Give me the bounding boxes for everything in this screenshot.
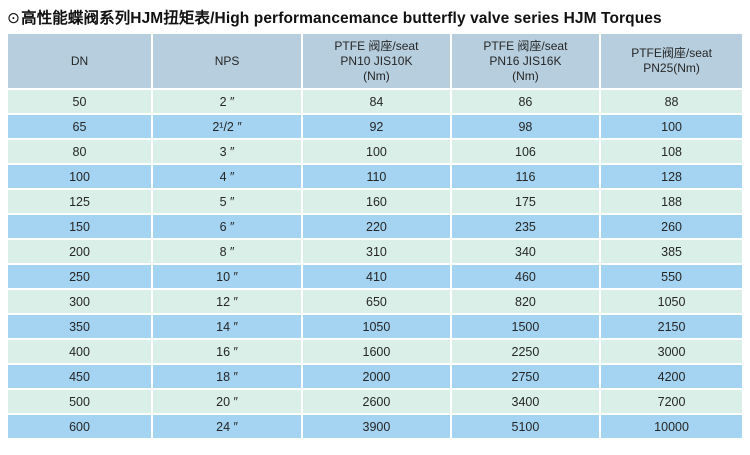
table-cell-pn25: 385: [601, 240, 742, 263]
table-cell-pn25: 1050: [601, 290, 742, 313]
table-cell-pn16: 5100: [451, 415, 600, 438]
table-row: 300 12 ″ 650 820 1050: [8, 290, 742, 313]
table-cell-nps: 2 ″: [153, 90, 302, 113]
table-row: 50 2 ″ 84 86 88: [8, 90, 742, 113]
table-row: 65 2¹/2 ″ 92 98 100: [8, 115, 742, 138]
table-cell-dn: 80: [8, 140, 152, 163]
table-cell-dn: 300: [8, 290, 152, 313]
table-cell-pn16: 2750: [451, 365, 600, 388]
column-header-pn10: PTFE 阀座/seat PN10 JIS10K (Nm): [303, 34, 450, 88]
table-cell-pn10: 1600: [303, 340, 450, 363]
table-cell-pn25: 550: [601, 265, 742, 288]
table-cell-nps: 16 ″: [153, 340, 302, 363]
table-cell-pn16: 86: [451, 90, 600, 113]
column-header-nps: NPS: [153, 34, 302, 88]
table-cell-pn10: 310: [303, 240, 450, 263]
table-cell-pn16: 106: [451, 140, 600, 163]
table-cell-dn: 500: [8, 390, 152, 413]
table-row: 600 24 ″ 3900 5100 10000: [8, 415, 742, 438]
table-row: 450 18 ″ 2000 2750 4200: [8, 365, 742, 388]
table-cell-pn25: 260: [601, 215, 742, 238]
table-cell-pn16: 460: [451, 265, 600, 288]
table-cell-pn10: 84: [303, 90, 450, 113]
table-row: 350 14 ″ 1050 1500 2150: [8, 315, 742, 338]
table-cell-dn: 200: [8, 240, 152, 263]
table-cell-pn25: 7200: [601, 390, 742, 413]
table-cell-nps: 2¹/2 ″: [153, 115, 302, 138]
table-row: 400 16 ″ 1600 2250 3000: [8, 340, 742, 363]
table-cell-pn16: 116: [451, 165, 600, 188]
table-cell-pn16: 820: [451, 290, 600, 313]
table-cell-pn16: 98: [451, 115, 600, 138]
table-row: 100 4 ″ 110 116 128: [8, 165, 742, 188]
table-cell-nps: 4 ″: [153, 165, 302, 188]
table-cell-dn: 65: [8, 115, 152, 138]
page-title-text: 高性能蝶阀系列HJM扭矩表/High performancemance butt…: [21, 10, 662, 27]
table-cell-nps: 10 ″: [153, 265, 302, 288]
table-cell-dn: 350: [8, 315, 152, 338]
table-cell-dn: 150: [8, 215, 152, 238]
table-cell-pn10: 410: [303, 265, 450, 288]
table-cell-pn25: 4200: [601, 365, 742, 388]
page-title: ⊙高性能蝶阀系列HJM扭矩表/High performancemance but…: [0, 0, 750, 31]
table-row: 80 3 ″ 100 106 108: [8, 140, 742, 163]
table-header-row: DN NPS PTFE 阀座/seat PN10 JIS10K (Nm) PTFE 阀座/…: [8, 34, 742, 88]
torque-table: DN NPS PTFE 阀座/seat PN10 JIS10K (Nm) PTFE 阀座/…: [6, 32, 744, 440]
table-cell-pn10: 1050: [303, 315, 450, 338]
table-row: 125 5 ″ 160 175 188: [8, 190, 742, 213]
table-row: 500 20 ″ 2600 3400 7200: [8, 390, 742, 413]
column-header-pn16: PTFE 阀座/seat PN16 JIS16K (Nm): [451, 34, 600, 88]
column-header-pn25: PTFE阀座/seat PN25(Nm): [601, 34, 742, 88]
table-cell-pn10: 650: [303, 290, 450, 313]
table-cell-pn25: 2150: [601, 315, 742, 338]
table-row: 200 8 ″ 310 340 385: [8, 240, 742, 263]
table-cell-nps: 12 ″: [153, 290, 302, 313]
table-cell-pn25: 188: [601, 190, 742, 213]
table-cell-pn16: 2250: [451, 340, 600, 363]
table-cell-pn16: 3400: [451, 390, 600, 413]
table-cell-pn16: 175: [451, 190, 600, 213]
table-cell-pn16: 235: [451, 215, 600, 238]
table-cell-dn: 250: [8, 265, 152, 288]
table-cell-pn25: 100: [601, 115, 742, 138]
table-cell-pn25: 128: [601, 165, 742, 188]
circled-dot-icon: ⊙: [7, 10, 21, 27]
table-cell-pn25: 88: [601, 90, 742, 113]
table-cell-dn: 450: [8, 365, 152, 388]
table-cell-dn: 600: [8, 415, 152, 438]
table-cell-nps: 5 ″: [153, 190, 302, 213]
table-cell-pn16: 340: [451, 240, 600, 263]
table-cell-pn10: 2000: [303, 365, 450, 388]
table-cell-pn10: 220: [303, 215, 450, 238]
table-cell-nps: 18 ″: [153, 365, 302, 388]
table-row: 250 10 ″ 410 460 550: [8, 265, 742, 288]
table-row: 150 6 ″ 220 235 260: [8, 215, 742, 238]
table-cell-dn: 100: [8, 165, 152, 188]
column-header-dn: DN: [8, 34, 152, 88]
table-cell-pn10: 100: [303, 140, 450, 163]
table-cell-dn: 125: [8, 190, 152, 213]
table-cell-pn10: 110: [303, 165, 450, 188]
table-cell-pn10: 2600: [303, 390, 450, 413]
table-cell-nps: 14 ″: [153, 315, 302, 338]
table-cell-pn25: 3000: [601, 340, 742, 363]
table-cell-pn10: 160: [303, 190, 450, 213]
table-cell-nps: 20 ″: [153, 390, 302, 413]
table-cell-pn25: 108: [601, 140, 742, 163]
table-cell-pn10: 3900: [303, 415, 450, 438]
table-cell-pn25: 10000: [601, 415, 742, 438]
table-cell-nps: 6 ″: [153, 215, 302, 238]
table-cell-pn10: 92: [303, 115, 450, 138]
table-cell-nps: 8 ″: [153, 240, 302, 263]
table-cell-dn: 400: [8, 340, 152, 363]
table-cell-pn16: 1500: [451, 315, 600, 338]
table-cell-dn: 50: [8, 90, 152, 113]
table-cell-nps: 3 ″: [153, 140, 302, 163]
table-cell-nps: 24 ″: [153, 415, 302, 438]
